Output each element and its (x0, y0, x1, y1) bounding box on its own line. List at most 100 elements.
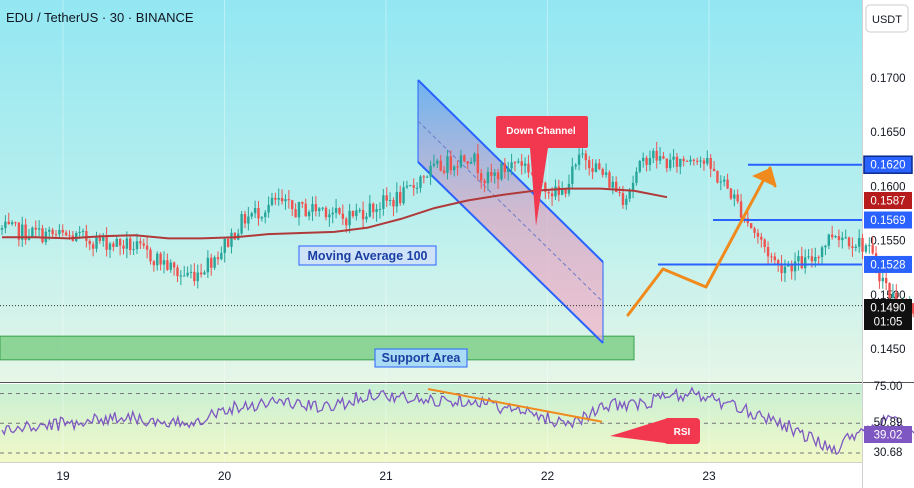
candle (331, 212, 334, 215)
candle (436, 160, 439, 164)
candle (776, 260, 780, 264)
candle (827, 234, 831, 246)
horizontal-levels[interactable] (658, 163, 862, 266)
candle (780, 263, 783, 274)
candle (115, 238, 118, 247)
candle (830, 234, 834, 238)
candle (709, 157, 712, 169)
candle (783, 266, 787, 274)
candle (888, 283, 891, 298)
candle (706, 157, 709, 164)
candle (257, 208, 260, 219)
candle (206, 257, 210, 273)
candle (297, 201, 301, 218)
down-channel-callout[interactable]: Down Channel (496, 116, 588, 226)
candle (739, 201, 743, 218)
candle (736, 194, 739, 202)
candle (611, 181, 615, 188)
projection-arrow[interactable] (626, 166, 777, 317)
candle (54, 234, 58, 236)
candle (338, 208, 341, 214)
down-channel-upper-line[interactable] (417, 79, 604, 263)
candle (884, 277, 888, 284)
candle (230, 232, 233, 247)
candle (868, 245, 871, 247)
rsi-trendline[interactable] (427, 387, 603, 423)
ma-price-badge-text: 0.1587 (870, 196, 905, 208)
candle (486, 171, 490, 184)
candle (183, 275, 186, 277)
candle (891, 292, 895, 298)
down-channel-lower-line[interactable] (417, 161, 604, 344)
candle (68, 235, 71, 237)
candle (31, 227, 34, 238)
candle (820, 247, 824, 258)
support-area-label[interactable]: Support Area (374, 348, 468, 368)
price-tick-label: 0.1650 (870, 127, 905, 139)
candle (814, 256, 817, 262)
candle (574, 164, 577, 167)
candle (419, 176, 422, 188)
candle (135, 241, 139, 250)
candle (517, 161, 520, 163)
candle (513, 162, 517, 164)
candle (594, 163, 598, 172)
candle (250, 213, 253, 217)
candle (388, 200, 392, 202)
support-area-zone[interactable] (0, 335, 635, 361)
candle (328, 214, 331, 218)
candle (581, 153, 584, 155)
candle (564, 188, 567, 194)
candle (665, 158, 669, 169)
candle (628, 189, 631, 199)
candle (507, 168, 510, 172)
rsi-callout[interactable]: RSI (610, 418, 700, 444)
candle (422, 176, 426, 178)
ma-price-badge: 0.1587 (864, 192, 912, 209)
candle (98, 235, 102, 241)
candle (48, 229, 51, 232)
candle (203, 272, 206, 275)
candle (142, 243, 145, 246)
candle (635, 171, 638, 183)
candle (716, 171, 719, 183)
candle (557, 186, 561, 195)
moving-average-100-line[interactable] (2, 187, 668, 240)
candle (355, 210, 358, 217)
candle (604, 172, 608, 175)
candle (685, 161, 689, 163)
candle (169, 262, 172, 270)
candle (216, 257, 220, 260)
candle (220, 252, 223, 260)
time-scale-background (0, 462, 862, 488)
candle (749, 223, 753, 229)
moving-average-label[interactable]: Moving Average 100 (298, 245, 437, 266)
support-area-label-text: Support Area (382, 351, 462, 365)
candle (668, 159, 672, 169)
candle (378, 208, 382, 210)
candle (790, 264, 793, 272)
candle (159, 253, 162, 265)
candle (453, 166, 456, 171)
candle (172, 262, 176, 268)
candle (291, 200, 294, 210)
candle (712, 168, 716, 172)
candle (341, 213, 345, 219)
candle (7, 221, 10, 225)
down-channel[interactable] (417, 79, 604, 344)
candle (523, 163, 527, 166)
candle (351, 210, 355, 217)
candle (166, 260, 169, 270)
candle (695, 160, 699, 162)
candle (375, 209, 378, 213)
candle (679, 158, 682, 167)
candle (817, 256, 820, 258)
candle (199, 272, 203, 275)
currency-button[interactable]: USDT (865, 4, 909, 33)
candle (409, 185, 412, 187)
candle (253, 208, 257, 214)
candle (108, 243, 112, 250)
candle (911, 303, 914, 314)
rsi-line (1, 386, 914, 456)
